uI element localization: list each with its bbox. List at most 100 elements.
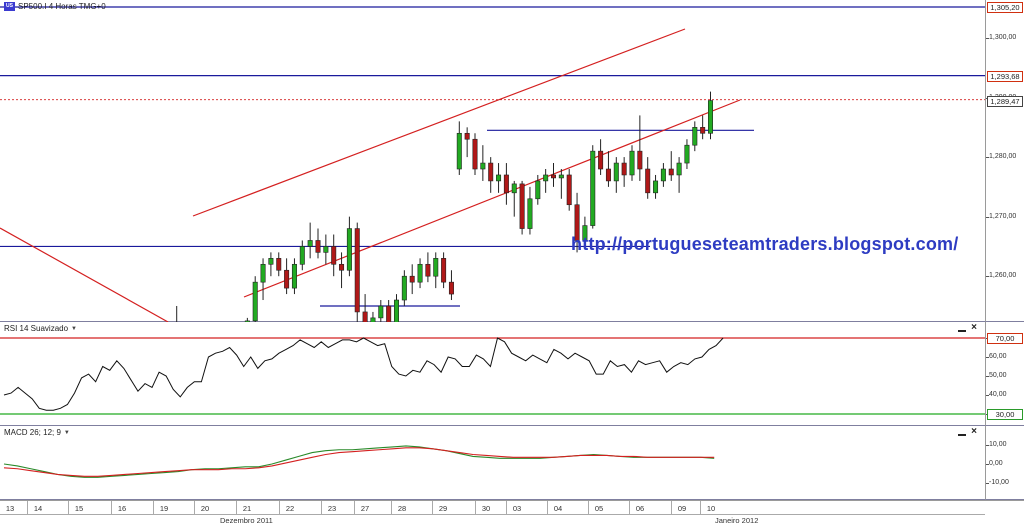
bear-candle — [331, 246, 337, 265]
day-separator — [321, 501, 322, 514]
macd-chart-canvas[interactable] — [0, 426, 985, 500]
day-label: 09 — [677, 504, 687, 513]
day-separator — [354, 501, 355, 514]
bear-candle — [700, 127, 706, 134]
day-separator — [671, 501, 672, 514]
bull-candle — [511, 183, 517, 194]
bull-candle — [323, 246, 329, 253]
chart-symbol-icon[interactable]: US — [4, 2, 15, 11]
day-separator — [700, 501, 701, 514]
bear-candle — [276, 258, 282, 271]
bull-candle — [291, 263, 297, 289]
bear-candle — [519, 183, 525, 229]
rsi-pane-header: RSI 14 Suavizado ▼ — [4, 324, 77, 333]
day-separator — [194, 501, 195, 514]
price-level-badge: 1,289,47 — [987, 95, 1023, 107]
macd-tick-mark — [986, 483, 989, 484]
macd-close-icon[interactable]: × — [971, 426, 977, 437]
bull-candle — [676, 162, 682, 176]
rsi-chart-canvas[interactable] — [0, 322, 985, 426]
bear-candle — [315, 240, 321, 253]
trend-line — [0, 227, 169, 322]
bull-candle — [417, 263, 423, 283]
bull-candle — [496, 174, 502, 182]
day-label: 14 — [33, 504, 43, 513]
macd-tick-label: -10,00 — [989, 479, 1009, 486]
day-label: 04 — [553, 504, 563, 513]
day-separator — [68, 501, 69, 514]
bull-candle — [527, 198, 533, 229]
rsi-settings-dropdown-icon[interactable]: ▼ — [71, 325, 77, 332]
price-axis-panel: 1,300,001,290,001,280,001,270,001,260,00… — [985, 0, 1024, 469]
price-pane-header: US SP500.I 4 Horas TMG+0 — [4, 2, 106, 11]
day-label: 06 — [635, 504, 645, 513]
bull-candle — [393, 299, 399, 322]
day-label: 05 — [594, 504, 604, 513]
bull-candle — [653, 180, 659, 194]
rsi-tick-label: 40,00 — [989, 391, 1007, 398]
rsi-close-icon[interactable]: × — [971, 322, 977, 333]
price-chart-pane[interactable]: US SP500.I 4 Horas TMG+0 http://portugue… — [0, 0, 985, 322]
day-label: 10 — [706, 504, 716, 513]
price-level-badge: 1,293,68 — [987, 70, 1023, 82]
price-level-badge: 1,305,20 — [987, 2, 1023, 14]
rsi-line — [3, 337, 724, 411]
macd-line — [3, 445, 715, 478]
macd-tick-mark — [986, 464, 989, 465]
day-label: 22 — [285, 504, 295, 513]
day-label: 15 — [74, 504, 84, 513]
day-separator — [153, 501, 154, 514]
bear-candle — [386, 305, 392, 322]
rsi-minimize-icon[interactable] — [958, 325, 966, 332]
bull-candle — [692, 127, 698, 146]
price-tick-mark — [986, 157, 989, 159]
macd-minimize-icon[interactable] — [958, 429, 966, 436]
month-divider — [0, 514, 985, 515]
bear-candle — [668, 168, 674, 176]
macd-settings-dropdown-icon[interactable]: ▼ — [63, 429, 70, 436]
bear-candle — [441, 258, 447, 283]
bull-candle — [684, 144, 690, 164]
price-chart-canvas[interactable] — [0, 0, 985, 322]
day-label: 27 — [360, 504, 370, 513]
rsi-level-badge: 30,00 — [987, 409, 1023, 420]
bull-candle — [456, 132, 462, 170]
trend-line — [192, 28, 686, 217]
macd-tick-label: 0,00 — [989, 460, 1003, 467]
rsi-level-badge: 70,00 — [987, 333, 1023, 344]
price-pane-title: SP500.I 4 Horas TMG+0 — [18, 2, 106, 11]
macd-pane-header: MACD 26; 12; 9 ▼ — [4, 428, 70, 437]
rsi-pane-controls: × — [958, 322, 979, 333]
bull-candle — [543, 174, 549, 182]
day-label: 03 — [512, 504, 522, 513]
bear-candle — [574, 204, 580, 241]
bull-candle — [558, 174, 564, 179]
price-tick-mark — [986, 216, 989, 218]
bear-candle — [621, 162, 627, 176]
day-separator — [506, 501, 507, 514]
bear-candle — [339, 263, 345, 271]
bear-candle — [598, 150, 604, 170]
day-label: 20 — [200, 504, 210, 513]
time-axis[interactable]: 13 14 15 16 19 20 21 22 23 27 28 29 30 03 04 05 06 09 10 D… — [0, 500, 1024, 526]
bull-candle — [433, 258, 439, 277]
bull-candle — [613, 162, 619, 182]
macd-axis-panel: 10,00 0,00 -10,00 — [985, 426, 1024, 500]
bear-candle — [425, 263, 431, 277]
day-separator — [629, 501, 630, 514]
day-label: 23 — [327, 504, 337, 513]
bear-candle — [605, 168, 611, 182]
bull-candle — [299, 246, 305, 265]
rsi-pane[interactable]: RSI 14 Suavizado ▼ × — [0, 322, 985, 426]
day-separator — [391, 501, 392, 514]
bull-candle — [480, 162, 486, 170]
price-tick-mark — [986, 276, 989, 278]
bull-candle — [629, 150, 635, 176]
bear-candle — [284, 269, 290, 289]
macd-signal-line — [3, 447, 715, 477]
rsi-tick-label: 50,00 — [989, 372, 1007, 379]
macd-pane[interactable]: MACD 26; 12; 9 ▼ × — [0, 426, 985, 500]
price-tick-label: 1,260,00 — [989, 272, 1017, 280]
bull-candle — [346, 228, 352, 271]
month-label-janeiro: Janeiro 2012 — [715, 516, 759, 525]
